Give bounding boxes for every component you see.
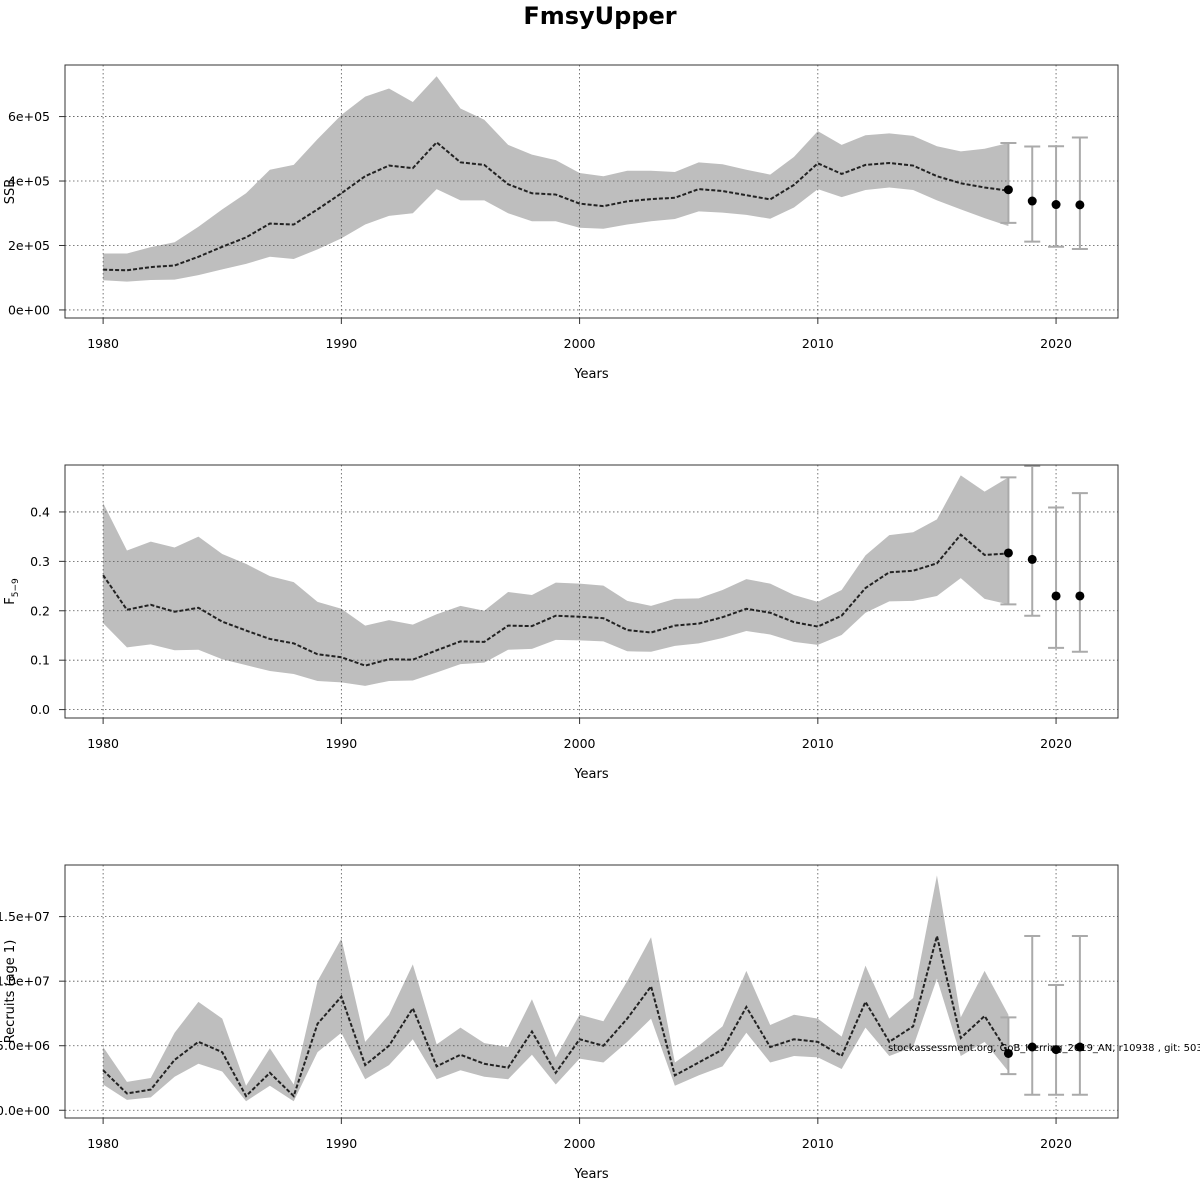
- y-tick-label: 0.1: [30, 653, 50, 668]
- estimate-line: [103, 140, 1009, 272]
- y-tick-label: 5.0e+06: [0, 1038, 50, 1053]
- x-tick-label: 2000: [564, 736, 596, 751]
- chart-panel-2: 1980 1990 2000 2010 2020 0.0 0.1 0.2 0.3 0.4 Years…: [3, 464, 1119, 782]
- x-tick-label: 2020: [1040, 336, 1072, 351]
- y-axis-label-subscript: 5−9: [11, 578, 21, 597]
- x-axis-label: Years: [573, 367, 609, 382]
- y-tick-label: 0.4: [30, 504, 50, 519]
- x-tick-label: 2010: [802, 336, 834, 351]
- y-axis-label: Recruits (age 1): [3, 940, 18, 1044]
- y-axis-label: SSB: [3, 179, 18, 204]
- estimate-line: [102, 935, 1010, 1098]
- confidence-band: [103, 475, 1009, 686]
- y-tick-label: 0.3: [30, 554, 50, 569]
- forecast-point: [1003, 185, 1013, 195]
- confidence-band: [103, 875, 1009, 1102]
- plot-area: [65, 65, 1118, 318]
- plot-area: [65, 465, 1118, 718]
- forecast-point: [1051, 591, 1061, 601]
- x-tick-label: 2000: [564, 1136, 596, 1151]
- page-title: FmsyUpper: [523, 2, 676, 30]
- x-tick-label: 2020: [1040, 736, 1072, 751]
- x-tick-label: 1980: [87, 336, 119, 351]
- forecast-point: [1075, 1042, 1085, 1052]
- plot-frame: [64, 464, 1119, 719]
- y-tick-label: 2e+05: [8, 238, 50, 253]
- forecast-point: [1027, 554, 1037, 564]
- forecast-point: [1075, 591, 1085, 601]
- y-axis-label-main: Recruits (age 1): [3, 940, 18, 1044]
- x-tick-label: 2010: [802, 1136, 834, 1151]
- x-tick-label: 2020: [1040, 1136, 1072, 1151]
- forecast-point: [1075, 200, 1085, 210]
- forecast-point: [1027, 1042, 1037, 1052]
- plot-area: [65, 865, 1118, 1118]
- y-tick-label: 0.2: [30, 603, 50, 618]
- y-axis-label-main: SSB: [3, 179, 18, 204]
- plot-frame: [64, 864, 1119, 1119]
- x-tick-label: 1990: [325, 736, 357, 751]
- y-tick-label: 0.0: [30, 702, 50, 717]
- y-tick-label: 0.0e+00: [0, 1103, 50, 1118]
- plot-frame: [64, 64, 1119, 319]
- y-axis-label-main: F: [3, 597, 18, 604]
- forecast-point: [1051, 1045, 1061, 1055]
- x-tick-label: 1990: [325, 1136, 357, 1151]
- forecast-point: [1051, 200, 1061, 210]
- estimate-line: [102, 533, 1009, 667]
- y-tick-label: 4e+05: [8, 174, 50, 189]
- chart-panel-3: 1980 1990 2000 2010 2020 0.0e+00 5.0e+06 1.0e+0…: [0, 864, 1119, 1182]
- y-axis-label: F5−9: [3, 578, 21, 605]
- x-axis-label: Years: [573, 1167, 609, 1182]
- y-tick-label: 6e+05: [8, 109, 50, 124]
- y-tick-label: 1.5e+07: [0, 909, 50, 924]
- y-tick-label: 1.0e+07: [0, 974, 50, 989]
- x-tick-label: 2010: [802, 736, 834, 751]
- confidence-band: [103, 76, 1009, 282]
- x-axis-label: Years: [573, 767, 609, 782]
- forecast-point: [1027, 196, 1037, 206]
- x-tick-label: 1980: [87, 1136, 119, 1151]
- x-tick-label: 2000: [564, 336, 596, 351]
- y-tick-label: 0e+00: [8, 302, 50, 317]
- forecast-point: [1003, 1048, 1013, 1058]
- footnote: stockassessment.org, GoB_Herring_2019_AN…: [888, 1043, 1200, 1054]
- forecast-point: [1003, 548, 1013, 558]
- x-tick-label: 1990: [325, 336, 357, 351]
- chart-panel-1: 1980 1990 2000 2010 2020 0e+00 2e+05 4e+05 6e+05…: [3, 64, 1119, 382]
- x-tick-label: 1980: [87, 736, 119, 751]
